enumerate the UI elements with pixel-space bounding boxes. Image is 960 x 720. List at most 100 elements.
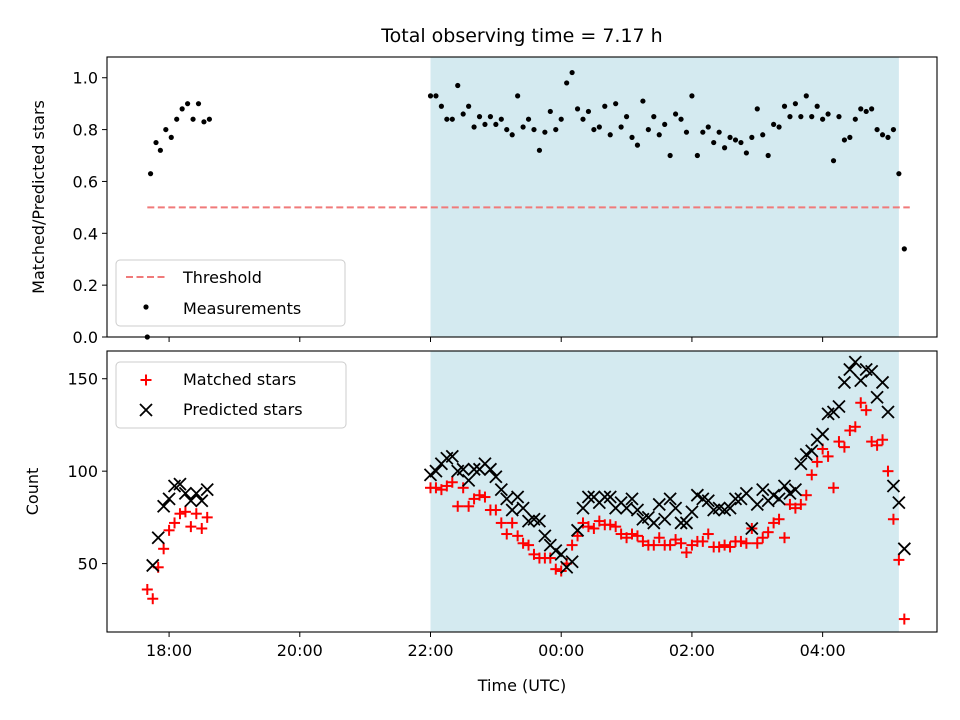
matched-star-point	[463, 500, 475, 512]
predicted-star-point	[663, 492, 677, 506]
x-stroke-b	[865, 364, 879, 378]
x-stroke-b	[897, 542, 911, 556]
measurement-point	[841, 137, 848, 143]
measurement-point	[667, 152, 673, 159]
predicted-star-point	[756, 483, 770, 497]
measurement-point	[634, 142, 641, 148]
measurement-point	[190, 116, 196, 122]
measurement-point	[901, 246, 907, 252]
measurement-point	[471, 124, 477, 130]
predicted-star-point	[897, 542, 911, 556]
matched-star-point	[828, 482, 840, 494]
x-stroke-b	[178, 486, 193, 500]
matched-star-point	[877, 434, 889, 446]
x-stroke-b	[527, 512, 541, 526]
measurement-point	[602, 103, 608, 109]
x-stroke-b	[712, 501, 726, 515]
measurement-point	[787, 114, 793, 120]
matched-star-point	[141, 583, 153, 595]
matched-star-point	[648, 539, 660, 551]
x-stroke-b	[189, 486, 203, 500]
legend-matched-swatch	[140, 374, 152, 386]
matched-star-point	[179, 506, 191, 518]
matched-star-point	[849, 421, 861, 433]
measurement-point	[869, 106, 875, 112]
measurement-point	[147, 171, 154, 177]
x-stroke-b	[756, 483, 770, 497]
matched-star-point	[452, 500, 464, 512]
bottom-axes-frame	[106, 350, 938, 633]
x-stroke-b	[843, 362, 857, 377]
x-stroke-b	[837, 375, 852, 390]
matched-star-point	[898, 613, 910, 625]
matched-star-point	[495, 517, 507, 529]
x-stroke-b	[139, 403, 153, 417]
measurement-point	[153, 139, 159, 146]
predicted-star-point	[565, 555, 579, 569]
predicted-star-point	[837, 375, 852, 390]
measurement-point	[662, 121, 668, 128]
measurement-point	[749, 134, 755, 140]
matched-star-point	[169, 517, 181, 529]
legend-measurements-label: Measurements	[183, 299, 301, 318]
x-stroke-b	[184, 494, 198, 508]
measurement-point	[820, 116, 826, 122]
predicted-star-point	[777, 479, 792, 493]
matched-star-point	[550, 563, 562, 575]
predicted-star-point	[875, 375, 890, 390]
predicted-star-point	[554, 547, 568, 561]
x-stroke-b	[538, 529, 552, 543]
x-stroke-b	[200, 483, 214, 497]
measurement-point	[163, 126, 169, 133]
x-stroke-b	[892, 495, 906, 510]
x-stroke-b	[794, 457, 808, 471]
x-stroke-b	[679, 516, 694, 530]
measurement-point	[427, 93, 434, 99]
x-stroke-b	[603, 490, 617, 504]
x-stroke-b	[805, 444, 819, 458]
predicted-star-point	[794, 457, 808, 471]
bottom-y-axis-label: Count	[23, 468, 42, 516]
x-stroke-b	[832, 399, 846, 414]
measurement-point	[629, 134, 635, 140]
matched-star-point	[893, 554, 905, 566]
measurement-point	[574, 106, 581, 112]
matched-star-point	[610, 521, 622, 533]
predicted-star-point	[848, 355, 862, 369]
predicted-star-point	[658, 512, 672, 526]
measurement-point	[694, 152, 700, 159]
x-tick-label: 22:00	[407, 641, 453, 660]
top-y-axis-label: Matched/Predicted stars	[29, 100, 48, 294]
matched-star-point	[762, 526, 774, 538]
matched-star-point	[822, 450, 834, 462]
legend-predicted-label: Predicted stars	[183, 400, 303, 419]
matched-star-point	[675, 537, 687, 549]
predicted-star-point	[461, 473, 476, 488]
measurement-point	[168, 134, 174, 140]
predicted-star-point	[516, 501, 530, 515]
measurement-point	[809, 114, 815, 120]
x-stroke-b	[162, 492, 176, 506]
matched-star-point	[719, 539, 731, 551]
x-stroke-b	[570, 523, 585, 537]
predicted-star-point	[162, 492, 176, 506]
matched-star-point	[631, 530, 643, 542]
measurement-point	[504, 126, 510, 133]
measurement-point	[858, 106, 864, 112]
measurement-point	[585, 108, 592, 115]
measurement-point	[591, 126, 597, 133]
x-stroke-b	[532, 514, 547, 528]
x-stroke-b	[500, 492, 514, 506]
x-stroke-b	[549, 544, 563, 558]
x-stroke-b	[445, 449, 459, 464]
legend-box	[115, 259, 346, 327]
x-stroke-b	[489, 470, 503, 484]
measurement-point	[564, 80, 570, 86]
x-stroke-b	[766, 488, 781, 502]
predicted-star-point	[772, 492, 786, 506]
predicted-star-point	[505, 503, 519, 517]
x-stroke-b	[511, 490, 525, 504]
measurement-point	[732, 137, 739, 143]
predicted-star-point	[723, 501, 737, 515]
